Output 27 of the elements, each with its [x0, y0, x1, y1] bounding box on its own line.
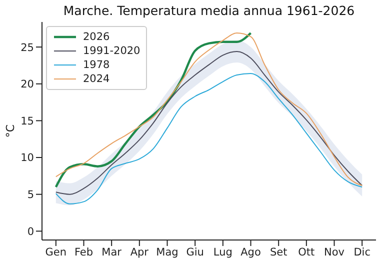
- legend-label: 2026: [83, 30, 110, 44]
- y-tick-label: 10: [20, 152, 34, 164]
- line-series: [55, 73, 363, 204]
- chart-title: Marche. Temperatura media annua 1961-2026: [62, 3, 356, 18]
- x-tick-label: Lug: [213, 246, 232, 258]
- line-series: [54, 32, 252, 188]
- x-tick-label: Ott: [298, 246, 315, 258]
- y-axis-title: °C: [4, 124, 18, 138]
- y-tick-label: 5: [27, 189, 34, 202]
- y-tick-label: 25: [20, 42, 34, 54]
- legend-label: 1991-2020: [83, 44, 140, 58]
- y-tick-label: 20: [20, 78, 34, 91]
- x-tick-label: Feb: [74, 246, 94, 258]
- x-tick-label: Set: [270, 246, 288, 258]
- legend-label: 2024: [83, 72, 110, 86]
- legend-label: 1978: [83, 58, 110, 72]
- x-tick-label: Mar: [102, 246, 122, 258]
- x-tick-label: Apr: [130, 246, 150, 258]
- x-tick-label: Giu: [186, 246, 204, 258]
- x-tick-label: Mag: [156, 246, 178, 258]
- y-tick-label: 0: [27, 226, 34, 238]
- x-tick-label: Dic: [354, 246, 371, 258]
- x-tick-label: Nov: [324, 246, 344, 258]
- x-tick-label: Gen: [45, 246, 67, 258]
- x-tick-label: Ago: [240, 246, 261, 258]
- line-series: [55, 32, 363, 186]
- y-tick-label: 15: [20, 115, 34, 128]
